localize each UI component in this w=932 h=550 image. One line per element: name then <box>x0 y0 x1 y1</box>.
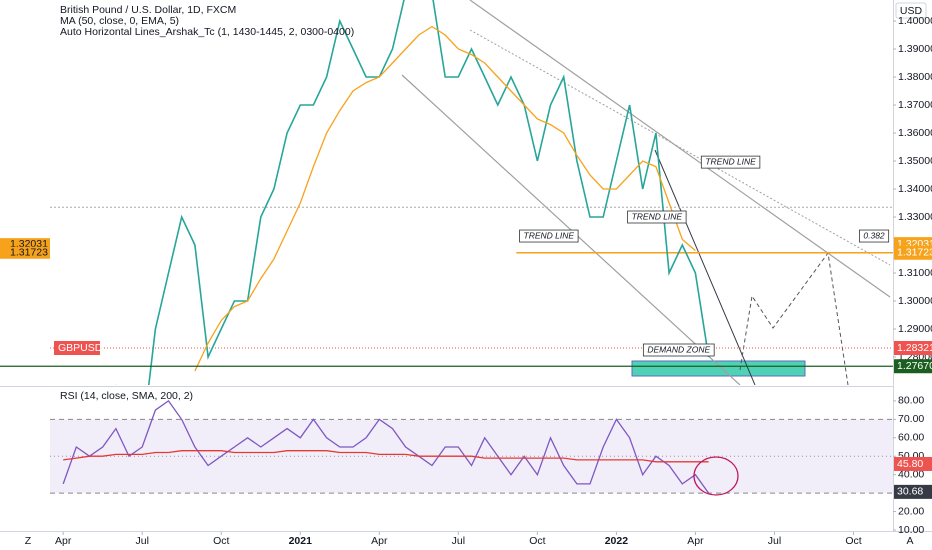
price-badge-label: 1.31723 <box>897 247 932 259</box>
channel-line <box>469 0 891 298</box>
annotation: 0.382 <box>863 230 885 240</box>
price-badge <box>894 456 932 471</box>
left-level-label: 1.31723 <box>10 247 48 259</box>
demand-zone <box>631 360 806 377</box>
indicator-label: MA (50, close, 0, EMA, 5) <box>60 15 179 27</box>
annotation-box <box>519 229 579 243</box>
y-tick-label: 1.37000 <box>898 99 932 111</box>
x-tick-label: Apr <box>55 535 72 547</box>
annotation: DEMAND ZONE <box>647 344 710 354</box>
annotation-box <box>858 229 890 243</box>
series-line <box>63 450 709 463</box>
price-badge-label: 1.28321 <box>897 342 932 354</box>
price-badge <box>894 245 932 260</box>
y-tick-label: 1.29000 <box>898 323 932 335</box>
y-tick-label: 1.34000 <box>898 183 932 195</box>
y-tick-label: 1.36000 <box>898 127 932 139</box>
y-tick-label: 40.00 <box>898 468 924 480</box>
symbol-badge-label: GBPUSD <box>58 342 103 354</box>
x-tick-label: Jul <box>768 535 781 547</box>
x-tick-label: Oct <box>529 535 545 547</box>
rsi-pane <box>50 399 893 494</box>
annotation: TREND LINE <box>524 230 575 240</box>
indicator-label: Auto Horizontal Lines_Arshak_Tc (1, 1430… <box>60 26 354 38</box>
y-tick-label: 80.00 <box>898 395 924 407</box>
currency-box[interactable] <box>895 2 927 19</box>
projection <box>739 251 849 385</box>
y-tick-label: 1.40000 <box>898 15 932 27</box>
x-tick-label: 2021 <box>289 535 313 547</box>
y-tick-label: 70.00 <box>898 413 924 425</box>
chart-title: British Pound / U.S. Dollar, 1D, FXCM <box>60 4 236 16</box>
y-tick-label: 1.39000 <box>898 43 932 55</box>
zoom-button[interactable]: Z <box>25 535 32 547</box>
x-tick-label: Jul <box>452 535 465 547</box>
y-tick-label: 10.00 <box>898 524 924 536</box>
price-badge <box>894 359 932 374</box>
y-tick-label: 1.30000 <box>898 295 932 307</box>
x-tick-label: Apr <box>371 535 388 547</box>
auto-button[interactable]: A <box>906 535 913 547</box>
y-tick-label: 1.35000 <box>898 155 932 167</box>
series-line <box>62 399 710 494</box>
annotation-box <box>627 210 687 224</box>
left-level-badge <box>0 246 50 259</box>
y-tick-label: 60.00 <box>898 432 924 444</box>
annotation: TREND LINE <box>632 211 683 221</box>
currency[interactable]: USD <box>900 5 923 17</box>
y-tick-label: 20.00 <box>898 505 924 517</box>
x-tick-label: Oct <box>845 535 861 547</box>
series-line <box>194 25 696 372</box>
y-tick-label: 1.33000 <box>898 211 932 223</box>
annotation-box <box>642 343 715 357</box>
price-badge <box>894 484 932 499</box>
symbol-badge <box>54 341 100 356</box>
price-badge-label: 45.80 <box>897 458 923 470</box>
price-pane <box>50 0 893 385</box>
price-badge-label: 1.27670 <box>897 360 932 372</box>
rsi-title: RSI (14, close, SMA, 200, 2) <box>60 390 193 402</box>
annotation-box <box>700 155 761 169</box>
trend-line <box>654 149 756 385</box>
y-tick-label: 1.31000 <box>898 267 932 279</box>
price-badge <box>894 341 932 356</box>
highlight-circle <box>693 456 739 496</box>
series-line <box>115 0 710 385</box>
x-tick-label: Oct <box>213 535 229 547</box>
x-tick-label: 2022 <box>605 535 629 547</box>
x-tick-label: Jul <box>135 535 148 547</box>
trend-line-dotted <box>469 29 891 266</box>
x-tick-label: Apr <box>687 535 704 547</box>
price-badge-label: 30.68 <box>897 486 923 498</box>
annotation: TREND LINE <box>705 156 756 166</box>
y-tick-label: 1.38000 <box>898 71 932 83</box>
